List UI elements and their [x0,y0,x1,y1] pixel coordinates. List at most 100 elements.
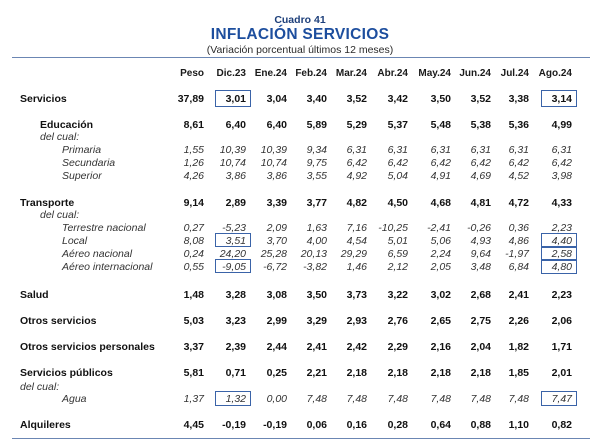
table-cell: 6,42 [430,157,451,169]
table-cell: 24,20 [219,248,246,260]
table-cell: 2,09 [266,222,287,234]
row-label: Local [62,235,88,247]
table-cell: 4,92 [346,170,367,182]
table-cell: 0,36 [508,222,529,234]
row-label: Secundaria [62,157,116,169]
column-header: Ene.24 [254,68,287,79]
table-cell: 1,82 [508,341,529,353]
column-header: Abr.24 [377,68,408,79]
table-cell: 3,98 [551,170,572,182]
table-cell: 7,48 [306,393,327,405]
table-cell: 3,86 [266,170,287,182]
top-rule [12,57,590,58]
table-cell: 5,36 [508,119,529,131]
table-cell: 3,01 [225,93,246,105]
table-cell: 2,23 [551,222,572,234]
table-cell: 3,23 [225,315,246,327]
row-label: Terrestre nacional [62,222,146,234]
table-cell: 6,40 [225,119,246,131]
table-cell: 1,55 [183,144,204,156]
table-cell: 10,74 [219,157,246,169]
column-header: Ago.24 [538,68,572,79]
table-cell: 2,99 [266,315,287,327]
table-cell: 10,39 [219,144,246,156]
table-cell: 2,12 [387,261,408,273]
table-cell: 4,93 [470,235,491,247]
table-cell: 4,91 [430,170,451,182]
table-cell: 3,29 [306,315,327,327]
table-cell: 3,37 [183,341,204,353]
table-cell: 4,50 [387,197,408,209]
table-cell: 3,70 [266,235,287,247]
table-cell: 0,00 [266,393,287,405]
column-header: May.24 [418,68,451,79]
table-cell: 2,18 [346,367,367,379]
row-label: Alquileres [20,419,71,431]
table-cell: 2,23 [551,289,572,301]
table-cell: 0,25 [266,367,287,379]
table-row-otros-servicios-personales: Otros servicios personales 3,37 2,39 2,44 2,… [0,341,600,355]
table-cell: 0,24 [183,248,204,260]
table-cell: 2,76 [387,315,408,327]
table-cell: 5,06 [430,235,451,247]
table-cell: 2,06 [551,315,572,327]
table-cell: 0,88 [470,419,491,431]
table-cell: -3,82 [303,261,327,273]
table-cell: 4,26 [183,170,204,182]
table-cell: 29,29 [340,248,367,260]
row-label: Aéreo internacional [62,261,153,273]
table-cell: 6,31 [470,144,491,156]
table-cell: 9,75 [306,157,327,169]
table-row-aereo-nacional: Aéreo nacional 0,24 24,20 25,28 20,13 29,29 6,… [0,248,600,262]
table-cell: 5,38 [470,119,491,131]
table-subtitle: (Variación porcentual últimos 12 meses) [206,44,394,56]
table-cell: 9,34 [306,144,327,156]
table-cell: 0,82 [551,419,572,431]
table-cell: 1,10 [508,419,529,431]
table-cell: 3,50 [306,289,327,301]
educacion-del-cual-label: del cual: [40,131,80,143]
table-cell: 3,52 [470,93,491,105]
table-row-salud: Salud 1,48 3,28 3,08 3,50 3,73 3,22 3,02 2,68 2,4… [0,289,600,303]
table-cell: 4,72 [508,197,529,209]
table-cell: -10,25 [378,222,408,234]
table-cell: 2,42 [346,341,367,353]
table-cell: 2,58 [551,248,572,260]
table-cell: -0,26 [467,222,491,234]
table-cell: 3,40 [306,93,327,105]
table-cell: 6,31 [387,144,408,156]
table-row-primaria: Primaria 1,55 10,39 10,39 9,34 6,31 6,31 6,31 6,… [0,144,600,158]
table-cell: -2,41 [427,222,451,234]
table-cell: -6,72 [263,261,287,273]
table-cell: 2,26 [508,315,529,327]
table-cell: 6,59 [387,248,408,260]
table-cell: 2,18 [470,367,491,379]
table-cell: 4,80 [551,261,572,273]
table-cell: 6,40 [266,119,287,131]
table-row-terrestre: Terrestre nacional 0,27 -5,23 2,09 1,63 7,16-… [0,222,600,236]
table-cell: 3,48 [470,261,491,273]
table-cell: 7,48 [508,393,529,405]
transporte-del-cual-label: del cual: [40,209,80,221]
table-cell: -9,05 [222,261,246,273]
table-cell: 2,41 [306,341,327,353]
table-cell: 3,38 [508,93,529,105]
table-row-servicios-publicos: Servicios públicos 5,81 0,71 0,25 2,21 2,18 2,… [0,367,600,381]
table-cell: 3,39 [266,197,287,209]
table-cell: 3,51 [225,235,246,247]
table-cell: 5,29 [346,119,367,131]
table-row-transporte: Transporte 9,14 2,89 3,39 3,77 4,82 4,50 4,68 4,… [0,197,600,211]
table-cell: 1,63 [306,222,327,234]
table-cell: 4,54 [346,235,367,247]
row-label: Salud [20,289,49,301]
table-cell: 6,31 [508,144,529,156]
table-cell: 3,50 [430,93,451,105]
column-header: Dic.23 [216,68,246,79]
table-cell: 2,65 [430,315,451,327]
table-cell: -5,23 [222,222,246,234]
bottom-rule [12,438,590,439]
table-cell: 4,68 [430,197,451,209]
row-label: Superior [62,170,102,182]
table-cell: 3,22 [387,289,408,301]
table-cell: 3,04 [266,93,287,105]
